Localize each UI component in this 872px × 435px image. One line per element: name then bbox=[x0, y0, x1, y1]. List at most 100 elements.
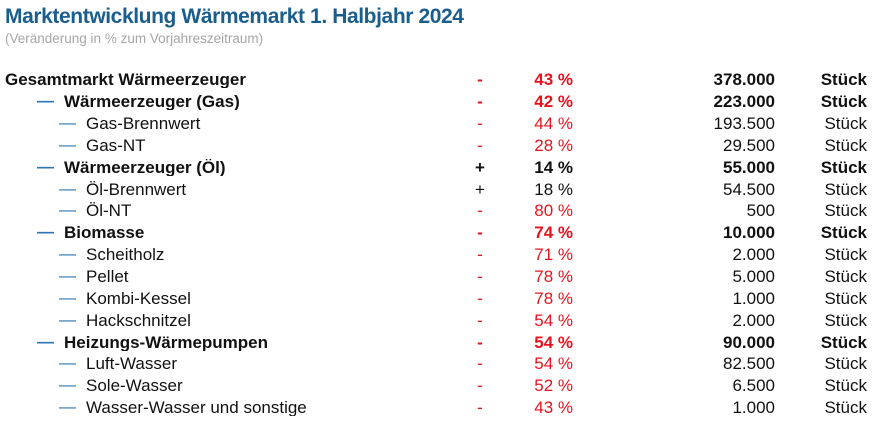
row-value: 29.500 bbox=[723, 135, 775, 155]
dash-icon: — bbox=[59, 202, 76, 220]
dash-icon: — bbox=[59, 115, 76, 133]
row-label-cell: — Wärmeerzeuger (Öl) bbox=[5, 159, 450, 176]
row-sign: - bbox=[477, 310, 483, 330]
row-sign: - bbox=[477, 398, 483, 418]
row-sign: - bbox=[477, 376, 483, 396]
row-label-cell: — Hackschnitzel bbox=[5, 312, 450, 329]
row-unit: Stück bbox=[824, 201, 867, 221]
table-row: — Wärmeerzeuger (Gas) - 42 % 223.000 Stü… bbox=[5, 91, 867, 113]
table-row: — Gas-NT - 28 % 29.500 Stück bbox=[5, 135, 867, 157]
row-label-cell: — Wärmeerzeuger (Gas) bbox=[5, 93, 450, 110]
table-row: — Pellet - 78 % 5.000 Stück bbox=[5, 266, 867, 288]
row-value: 5.000 bbox=[732, 267, 775, 287]
dash-icon: — bbox=[59, 311, 76, 329]
row-sign: - bbox=[477, 135, 483, 155]
row-unit: Stück bbox=[824, 245, 867, 265]
row-label: Scheitholz bbox=[86, 246, 165, 264]
row-label-cell: — Scheitholz bbox=[5, 246, 450, 263]
table-row: — Heizungs-Wärmepumpen - 54 % 90.000 Stü… bbox=[5, 331, 867, 353]
row-label: Wärmeerzeuger (Gas) bbox=[64, 93, 240, 111]
row-unit: Stück bbox=[824, 310, 867, 330]
table-row: — Sole-Wasser - 52 % 6.500 Stück bbox=[5, 375, 867, 397]
row-percent: 14 % bbox=[534, 157, 573, 177]
row-value: 1.000 bbox=[732, 398, 775, 418]
row-percent: 54 % bbox=[534, 310, 573, 330]
dash-icon: — bbox=[37, 333, 54, 351]
row-percent: 44 % bbox=[534, 114, 573, 134]
row-value: 82.500 bbox=[723, 354, 775, 374]
table-row: — Wasser-Wasser und sonstige - 43 % 1.00… bbox=[5, 397, 867, 419]
table-row: — Wärmeerzeuger (Öl) + 14 % 55.000 Stück bbox=[5, 156, 867, 178]
row-label-cell: — Biomasse bbox=[5, 224, 450, 241]
row-label-cell: — Heizungs-Wärmepumpen bbox=[5, 334, 450, 351]
row-sign: - bbox=[477, 288, 483, 308]
row-label-cell: — Wasser-Wasser und sonstige bbox=[5, 399, 450, 416]
row-label-cell: Gesamtmarkt Wärmeerzeuger bbox=[5, 71, 450, 88]
row-value: 6.500 bbox=[732, 376, 775, 396]
row-value: 2.000 bbox=[732, 245, 775, 265]
dash-icon: — bbox=[37, 93, 54, 111]
row-value: 54.500 bbox=[723, 179, 775, 199]
row-value: 378.000 bbox=[713, 70, 775, 90]
market-table: Gesamtmarkt Wärmeerzeuger - 43 % 378.000… bbox=[5, 69, 867, 419]
row-percent: 78 % bbox=[534, 267, 573, 287]
table-row: — Öl-NT - 80 % 500 Stück bbox=[5, 200, 867, 222]
table-row: — Hackschnitzel - 54 % 2.000 Stück bbox=[5, 309, 867, 331]
row-label: Wasser-Wasser und sonstige bbox=[86, 399, 307, 417]
dash-icon: — bbox=[37, 224, 54, 242]
row-percent: 43 % bbox=[534, 70, 573, 90]
row-label: Gas-NT bbox=[86, 136, 146, 154]
row-sign: - bbox=[477, 223, 483, 243]
table-row: Gesamtmarkt Wärmeerzeuger - 43 % 378.000… bbox=[5, 69, 867, 91]
row-percent: 78 % bbox=[534, 288, 573, 308]
row-label-cell: — Öl-NT bbox=[5, 202, 450, 219]
dash-icon: — bbox=[59, 268, 76, 286]
row-label-cell: — Gas-NT bbox=[5, 137, 450, 154]
dash-icon: — bbox=[59, 246, 76, 264]
row-unit: Stück bbox=[824, 135, 867, 155]
row-percent: 54 % bbox=[534, 354, 573, 374]
dash-icon: — bbox=[59, 180, 76, 198]
row-sign: - bbox=[477, 92, 483, 112]
row-value: 193.500 bbox=[713, 114, 775, 134]
row-sign: - bbox=[477, 114, 483, 134]
row-unit: Stück bbox=[824, 354, 867, 374]
page-title: Marktentwicklung Wärmemarkt 1. Halbjahr … bbox=[5, 5, 464, 28]
row-value: 500 bbox=[746, 201, 775, 221]
row-percent: 54 % bbox=[534, 332, 573, 352]
slide: Marktentwicklung Wärmemarkt 1. Halbjahr … bbox=[5, 5, 867, 419]
row-percent: 71 % bbox=[534, 245, 573, 265]
row-sign: - bbox=[477, 245, 483, 265]
row-label: Gas-Brennwert bbox=[86, 115, 201, 133]
row-unit: Stück bbox=[820, 157, 867, 177]
table-row: — Scheitholz - 71 % 2.000 Stück bbox=[5, 244, 867, 266]
row-label-cell: — Öl-Brennwert bbox=[5, 181, 450, 198]
row-percent: 52 % bbox=[534, 376, 573, 396]
table-row: — Kombi-Kessel - 78 % 1.000 Stück bbox=[5, 287, 867, 309]
row-label: Öl-NT bbox=[86, 202, 132, 220]
row-label: Luft-Wasser bbox=[86, 355, 178, 373]
row-label: Öl-Brennwert bbox=[86, 180, 187, 198]
table-row: — Biomasse - 74 % 10.000 Stück bbox=[5, 222, 867, 244]
row-unit: Stück bbox=[820, 332, 867, 352]
row-label: Gesamtmarkt Wärmeerzeuger bbox=[5, 71, 246, 89]
row-sign: - bbox=[477, 332, 483, 352]
row-sign: - bbox=[477, 201, 483, 221]
row-label: Wärmeerzeuger (Öl) bbox=[64, 158, 226, 176]
dash-icon: — bbox=[59, 377, 76, 395]
row-sign: - bbox=[477, 267, 483, 287]
table-row: — Luft-Wasser - 54 % 82.500 Stück bbox=[5, 353, 867, 375]
page-subtitle: (Veränderung in % zum Vorjahreszeitraum) bbox=[5, 31, 264, 46]
row-unit: Stück bbox=[820, 70, 867, 90]
row-sign: - bbox=[477, 354, 483, 374]
dash-icon: — bbox=[59, 399, 76, 417]
row-percent: 42 % bbox=[534, 92, 573, 112]
row-unit: Stück bbox=[820, 223, 867, 243]
row-label: Pellet bbox=[86, 268, 129, 286]
row-label-cell: — Luft-Wasser bbox=[5, 355, 450, 372]
row-label-cell: — Kombi-Kessel bbox=[5, 290, 450, 307]
row-unit: Stück bbox=[824, 376, 867, 396]
table-row: — Gas-Brennwert - 44 % 193.500 Stück bbox=[5, 113, 867, 135]
row-value: 55.000 bbox=[723, 157, 775, 177]
row-label-cell: — Pellet bbox=[5, 268, 450, 285]
